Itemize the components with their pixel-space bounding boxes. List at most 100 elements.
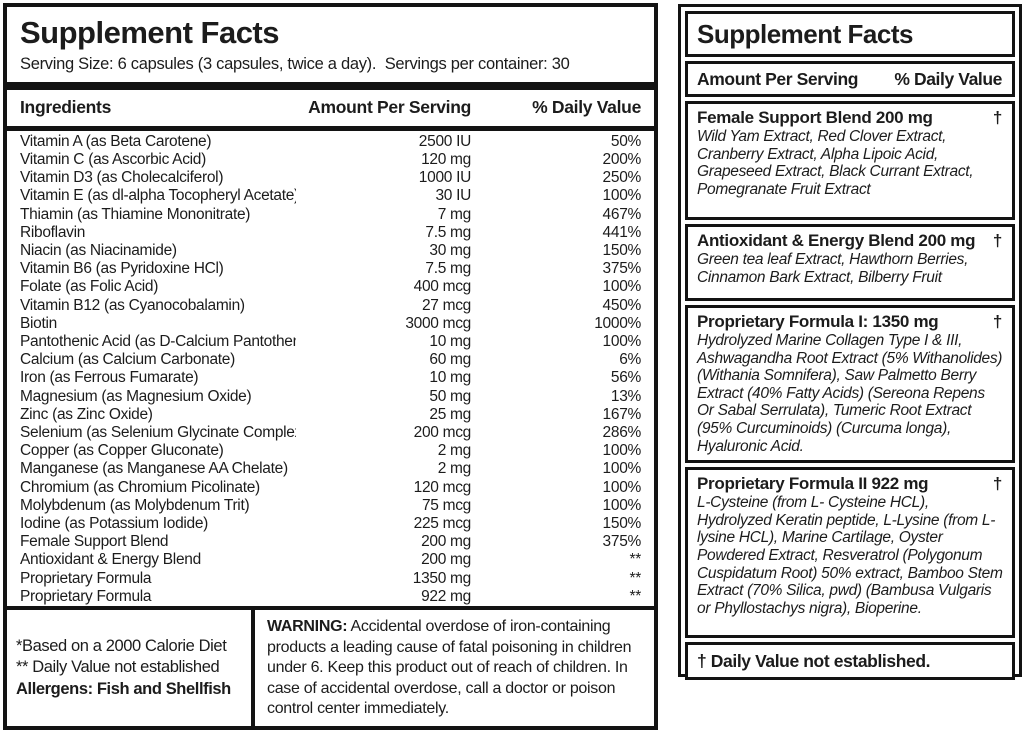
table-row: Manganese (as Manganese AA Chelate) 2 mg… bbox=[7, 460, 641, 478]
ingredient-amount: 1000 IU bbox=[418, 169, 472, 187]
table-row: Biotin 3000 mcg 1000% bbox=[7, 315, 641, 333]
ingredient-daily-value: 286% bbox=[602, 424, 642, 441]
ingredient-daily-value: 100% bbox=[602, 442, 642, 460]
ingredient-amount: 922 mg bbox=[421, 587, 471, 605]
ingredient-daily-value: 167% bbox=[602, 405, 642, 423]
ingredient-daily-value: 100% bbox=[602, 496, 642, 514]
ingredient-name: Antioxidant & Energy Blend bbox=[20, 551, 201, 569]
ingredient-daily-value: 441% bbox=[602, 223, 642, 241]
page-title: Supplement Facts bbox=[20, 15, 280, 50]
blend-box: Proprietary Formula I: 1350 mg † Hydroly… bbox=[685, 305, 1015, 464]
ingredient-name: Vitamin B12 (as Cyanocobalamin) bbox=[20, 296, 245, 314]
panel-header: Supplement Facts Serving Size: 6 capsule… bbox=[7, 7, 654, 82]
ingredient-amount: 3000 mcg bbox=[405, 314, 471, 332]
ingredient-amount: 30 mg bbox=[429, 241, 471, 259]
daily-value-footnote: † Daily Value not established. bbox=[697, 650, 931, 671]
table-row: Folate (as Folic Acid) 400 mcg 100% bbox=[7, 278, 641, 296]
table-row: Vitamin D3 (as Cholecalciferol) 1000 IU … bbox=[7, 169, 641, 187]
table-row: Iron (as Ferrous Fumarate) 10 mg 56% bbox=[7, 369, 641, 387]
blend-ingredient-list: L-Cysteine (from L- Cysteine HCL), Hydro… bbox=[697, 494, 1003, 617]
blends-column-header: Amount Per Serving % Daily Value bbox=[685, 61, 1015, 97]
ingredient-daily-value: 56% bbox=[610, 369, 641, 387]
ingredient-name: Female Support Blend bbox=[20, 533, 169, 551]
ingredient-name: Folate (as Folic Acid) bbox=[20, 278, 159, 296]
blends-column-amount: Amount Per Serving bbox=[697, 68, 859, 89]
blends-column-daily-value: % Daily Value bbox=[894, 68, 1002, 89]
ingredient-amount: 120 mg bbox=[421, 150, 471, 168]
table-row: Antioxidant & Energy Blend 200 mg ** bbox=[7, 551, 641, 569]
ingredient-daily-value: 1000% bbox=[594, 314, 641, 332]
column-header-amount: Amount Per Serving bbox=[308, 97, 471, 118]
blend-title: Proprietary Formula II 922 mg bbox=[697, 474, 929, 494]
ingredient-amount: 27 mcg bbox=[421, 296, 471, 314]
ingredient-amount: 2 mg bbox=[437, 460, 472, 478]
allergens-statement: Allergens: Fish and Shellfish bbox=[16, 679, 231, 698]
ingredient-daily-value: ** bbox=[629, 551, 642, 569]
table-row: Pantothenic Acid (as D-Calcium Pantothen… bbox=[7, 333, 641, 351]
ingredient-name: Biotin bbox=[20, 314, 57, 332]
table-row: Proprietary Formula 1350 mg ** bbox=[7, 570, 641, 588]
ingredient-name: Proprietary Formula bbox=[20, 587, 152, 605]
footnote-calorie-diet: *Based on a 2000 Calorie Diet bbox=[16, 636, 227, 655]
supplement-facts-panel-main: Supplement Facts Serving Size: 6 capsule… bbox=[3, 3, 658, 730]
ingredient-amount: 200 mg bbox=[421, 551, 471, 569]
blend-box: Female Support Blend 200 mg † Wild Yam E… bbox=[685, 101, 1015, 220]
warning-text: Accidental overdose of iron-containing p… bbox=[267, 618, 632, 718]
supplement-facts-panel-blends: Supplement Facts Amount Per Serving % Da… bbox=[678, 4, 1022, 681]
dagger-symbol: † bbox=[992, 108, 1002, 127]
ingredient-name: Vitamin C (as Ascorbic Acid) bbox=[20, 150, 206, 168]
ingredient-amount: 25 mg bbox=[429, 405, 471, 423]
table-row: Chromium (as Chromium Picolinate) 120 mc… bbox=[7, 479, 641, 497]
ingredient-name: Copper (as Copper Gluconate) bbox=[20, 442, 224, 460]
ingredient-amount: 10 mg bbox=[429, 369, 471, 387]
dagger-symbol: † bbox=[992, 231, 1002, 250]
ingredient-amount: 225 mcg bbox=[413, 515, 472, 533]
table-row: Calcium (as Calcium Carbonate) 60 mg 6% bbox=[7, 351, 641, 369]
table-row: Vitamin C (as Ascorbic Acid) 120 mg 200% bbox=[7, 151, 641, 169]
table-row: Magnesium (as Magnesium Oxide) 50 mg 13% bbox=[7, 388, 641, 406]
daily-value-footnote-box: † Daily Value not established. bbox=[685, 642, 1015, 681]
ingredient-amount: 7.5 mg bbox=[425, 260, 471, 278]
table-row: Copper (as Copper Gluconate) 2 mg 100% bbox=[7, 442, 641, 460]
table-row: Molybdenum (as Molybdenum Trit) 75 mcg 1… bbox=[7, 497, 641, 515]
ingredient-amount: 2 mg bbox=[437, 442, 472, 460]
blend-box: Proprietary Formula II 922 mg † L-Cystei… bbox=[685, 467, 1015, 639]
blend-title: Female Support Blend 200 mg bbox=[697, 108, 933, 127]
ingredient-daily-value: 150% bbox=[602, 515, 642, 533]
dagger-symbol: † bbox=[992, 312, 1002, 331]
table-row: Riboflavin 7.5 mg 441% bbox=[7, 224, 641, 242]
ingredient-daily-value: 450% bbox=[602, 296, 642, 314]
table-row: Female Support Blend 200 mg 375% bbox=[7, 533, 641, 551]
ingredient-name: Calcium (as Calcium Carbonate) bbox=[20, 351, 235, 369]
blend-header: Antioxidant & Energy Blend 200 mg † bbox=[697, 231, 1004, 251]
ingredient-amount: 75 mcg bbox=[421, 496, 471, 514]
blend-ingredient-list: Hydrolyzed Marine Collagen Type I & III,… bbox=[697, 332, 1003, 455]
footnote-box: *Based on a 2000 Calorie Diet ** Daily V… bbox=[7, 610, 255, 726]
ingredient-name: Molybdenum (as Molybdenum Trit) bbox=[20, 496, 250, 514]
ingredient-name: Iodine (as Potassium Iodide) bbox=[20, 515, 209, 533]
blends-panel-title: Supplement Facts bbox=[697, 18, 913, 49]
ingredient-amount: 7.5 mg bbox=[425, 223, 471, 241]
ingredient-name: Niacin (as Niacinamide) bbox=[20, 241, 177, 259]
ingredient-name: Manganese (as Manganese AA Chelate) bbox=[20, 460, 288, 478]
ingredient-daily-value: 100% bbox=[602, 332, 642, 350]
ingredient-amount: 60 mg bbox=[429, 351, 471, 369]
ingredient-daily-value: 100% bbox=[602, 478, 642, 496]
table-row: Vitamin B12 (as Cyanocobalamin) 27 mcg 4… bbox=[7, 297, 641, 315]
ingredient-daily-value: 6% bbox=[619, 351, 641, 369]
ingredient-amount: 120 mcg bbox=[413, 478, 472, 496]
ingredient-name: Vitamin E (as dl-alpha Tocopheryl Acetat… bbox=[20, 187, 296, 205]
ingredient-daily-value: 375% bbox=[602, 533, 642, 551]
ingredient-name: Pantothenic Acid (as D-Calcium Pantothen… bbox=[20, 332, 296, 350]
table-row: Vitamin B6 (as Pyridoxine HCl) 7.5 mg 37… bbox=[7, 260, 641, 278]
blend-box: Antioxidant & Energy Blend 200 mg † Gree… bbox=[685, 224, 1015, 301]
ingredient-amount: 2500 IU bbox=[418, 132, 472, 150]
ingredient-amount: 1350 mg bbox=[412, 569, 472, 587]
table-row: Thiamin (as Thiamine Mononitrate) 7 mg 4… bbox=[7, 206, 641, 224]
warning-box: WARNING: Accidental overdose of iron-con… bbox=[255, 610, 654, 726]
ingredient-name: Riboflavin bbox=[20, 223, 86, 241]
ingredient-amount: 10 mg bbox=[429, 332, 471, 350]
ingredient-amount: 400 mcg bbox=[413, 278, 472, 296]
divider-medium bbox=[7, 125, 654, 131]
table-row: Zinc (as Zinc Oxide) 25 mg 167% bbox=[7, 406, 641, 424]
